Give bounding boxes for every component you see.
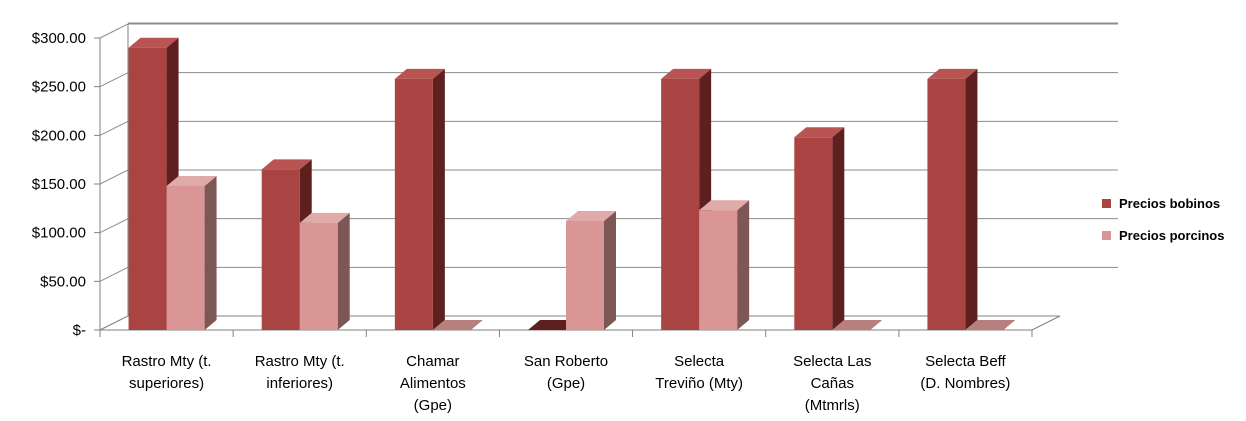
- bar-front: [166, 185, 205, 330]
- gridline-wall: [99, 169, 129, 185]
- bar-front: [794, 137, 833, 330]
- x-label-san-roberto-gpe: San Roberto (Gpe): [524, 353, 608, 392]
- bar-side: [737, 200, 750, 330]
- x-label-line: (Gpe): [547, 375, 585, 392]
- y-tick-label: $-: [73, 322, 86, 339]
- bar-precios-porcinos-selecta-las-canas-mtmrls: [832, 320, 883, 330]
- bar-front: [699, 210, 738, 330]
- bar-top: [299, 212, 350, 223]
- y-tick-label: $50.00: [40, 273, 86, 290]
- x-label-rastro-mty-t-inferiores: Rastro Mty (t. inferiores): [255, 353, 345, 392]
- gridline-wall: [99, 266, 129, 282]
- legend-swatch-porcinos: [1102, 230, 1111, 240]
- x-label-line: Rastro Mty (t.: [255, 353, 345, 370]
- gridline-wall: [99, 120, 129, 136]
- bar-front: [566, 220, 604, 330]
- x-label-line: (D. Nombres): [920, 375, 1010, 392]
- bar-precios-porcinos-selecta-trevino-mty: [699, 200, 750, 330]
- bar-side: [204, 175, 217, 330]
- bar-precios-porcinos-rastro-mty-t-inferiores: [299, 212, 350, 330]
- y-tick-label: $100.00: [32, 225, 86, 242]
- x-label-line: Rastro Mty (t.: [122, 353, 212, 370]
- bar-side: [432, 68, 445, 330]
- bar-precios-bobinos-selecta-beff-d-nombres: [927, 68, 978, 330]
- bar-precios-porcinos-selecta-beff-d-nombres: [965, 320, 1016, 330]
- bar-precios-bobinos-chamar-alimentos-gpe: [394, 68, 445, 330]
- y-tick-label: $200.00: [32, 127, 86, 144]
- bar-top: [794, 127, 845, 138]
- bar-side: [604, 210, 616, 330]
- bar-zero: [528, 320, 578, 330]
- y-tick-label: $250.00: [32, 79, 86, 96]
- x-label-line: (Mtmrls): [805, 397, 860, 414]
- bar-top: [927, 68, 978, 79]
- axes: [94, 24, 1033, 337]
- bar-top: [261, 159, 312, 170]
- bar-front: [128, 47, 167, 330]
- x-label-chamar-alimentos-gpe: Chamar Alimentos (Gpe): [400, 353, 466, 414]
- bar-side: [965, 68, 978, 330]
- gridline-wall: [99, 315, 129, 331]
- legend-item-precios-porcinos: Precios porcinos: [1102, 225, 1224, 245]
- bar-precios-bobinos-selecta-las-canas-mtmrls: [794, 127, 845, 330]
- legend: Precios bobinos Precios porcinos: [1102, 193, 1224, 257]
- bar-front: [927, 78, 966, 330]
- y-tick-label: $300.00: [32, 30, 86, 47]
- bar-top: [166, 175, 217, 186]
- legend-label-porcinos: Precios porcinos: [1119, 227, 1225, 243]
- bar-precios-porcinos-chamar-alimentos-gpe: [432, 320, 483, 330]
- bar-front: [661, 78, 700, 330]
- bar-top: [699, 200, 750, 211]
- bar-side: [337, 212, 350, 330]
- x-axis-category-labels: Rastro Mty (t. superiores) Rastro Mty (t. i…: [122, 353, 1011, 414]
- bar-precios-porcinos-san-roberto-gpe: [566, 210, 616, 330]
- bar-top: [661, 68, 712, 79]
- x-label-line: superiores): [129, 375, 204, 392]
- bar-precios-porcinos-rastro-mty-t-superiores: [166, 175, 217, 330]
- y-axis-tick-labels: $- $50.00 $100.00 $150.00 $200.00 $250.00 $300…: [32, 30, 86, 339]
- x-label-line: San Roberto: [524, 353, 608, 370]
- bar-zero: [432, 320, 483, 330]
- bar-top: [566, 210, 616, 221]
- bar-precios-bobinos-san-roberto-gpe: [528, 320, 578, 330]
- x-label-selecta-trevino-mty: Selecta Treviño (Mty): [655, 353, 743, 392]
- bar-zero: [832, 320, 883, 330]
- x-label-line: Cañas: [811, 375, 854, 392]
- x-label-line: Selecta: [674, 353, 725, 370]
- legend-label-bobinos: Precios bobinos: [1119, 195, 1221, 211]
- bar-front: [261, 169, 300, 330]
- x-label-rastro-mty-t-superiores: Rastro Mty (t. superiores): [122, 353, 212, 392]
- bars: [128, 37, 1016, 330]
- x-label-selecta-beff-d-nombres: Selecta Beff (D. Nombres): [920, 353, 1010, 392]
- gridline-wall: [99, 218, 129, 234]
- bar-side: [832, 127, 845, 330]
- x-label-selecta-las-canas-mtmrls: Selecta Las Cañas (Mtmrls): [793, 353, 871, 414]
- x-label-line: inferiores): [266, 375, 333, 392]
- bar-top: [394, 68, 445, 79]
- x-label-line: Selecta Beff: [925, 353, 1006, 370]
- x-label-line: Chamar: [406, 353, 459, 370]
- x-label-line: Treviño (Mty): [655, 375, 743, 392]
- bar-front: [299, 222, 338, 330]
- legend-swatch-bobinos: [1102, 198, 1111, 208]
- legend-item-precios-bobinos: Precios bobinos: [1102, 193, 1224, 213]
- bar-front: [394, 78, 433, 330]
- bar-zero: [965, 320, 1016, 330]
- x-label-line: Selecta Las: [793, 353, 871, 370]
- x-label-line: (Gpe): [414, 397, 452, 414]
- bar-top: [128, 37, 179, 48]
- gridline-wall: [99, 23, 129, 39]
- gridline-wall: [99, 72, 129, 88]
- y-tick-label: $150.00: [32, 176, 86, 193]
- x-label-line: Alimentos: [400, 375, 466, 392]
